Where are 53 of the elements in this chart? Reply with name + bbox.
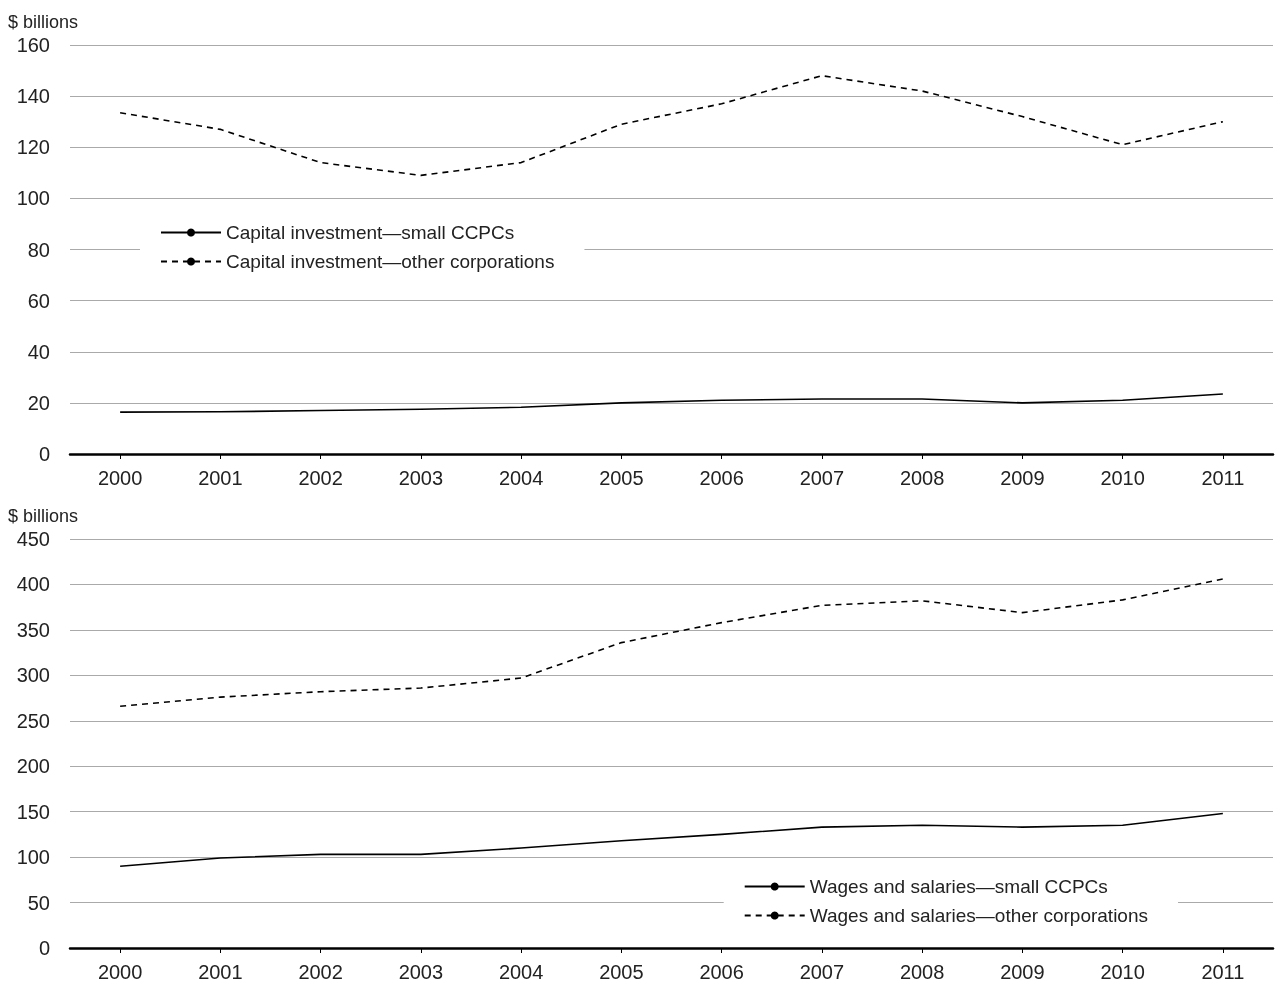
x-tick-label: 2011 [1201,467,1245,489]
y-tick-label: 100 [16,187,50,210]
x-tick-label: 2006 [699,467,744,489]
x-tick-label: 2004 [498,467,544,489]
y-tick-label: 60 [27,289,50,312]
x-tick-label: 2006 [699,961,744,983]
y-tick-label: 0 [38,443,50,465]
y-tick-label: 140 [16,85,50,108]
x-tick-label: 2011 [1201,961,1245,983]
x-tick-label: 2000 [97,467,143,489]
y-tick-label: 300 [16,664,50,687]
x-tick-label: 2008 [899,467,945,489]
y-tick-label: 40 [27,340,50,363]
line-series [119,393,1224,413]
legend-label: Wages and salaries—other corporations [809,905,1149,926]
x-tick-label: 2003 [398,467,444,489]
y-tick-label: 150 [16,800,50,823]
x-tick-label: 2004 [498,961,544,983]
x-tick-label: 2008 [899,961,945,983]
y-tick-label: 200 [16,755,50,778]
line-series [119,578,1224,708]
y-tick-label: 350 [16,618,50,641]
x-tick-label: 2000 [97,961,143,983]
x-tick-label: 2005 [599,467,644,489]
x-tick-label: 2005 [599,961,644,983]
x-tick-label: 2002 [298,961,343,983]
y-tick-label: 20 [27,391,50,414]
line-series [119,812,1224,867]
y-tick-label: 80 [27,238,50,261]
y-tick-label: 160 [16,34,50,56]
x-tick-label: 2009 [1000,961,1045,983]
y-tick-label: 50 [27,891,50,914]
y-tick-label: 250 [16,709,50,732]
x-tick-label: 2009 [1000,467,1045,489]
y-tick-label: 0 [38,937,50,959]
legend-label: Capital investment—other corporations [226,251,555,272]
y-axis-title: $ billions [8,506,79,526]
x-tick-label: 2010 [1100,467,1145,489]
x-tick-label: 2002 [298,467,343,489]
legend-label: Wages and salaries—small CCPCs [809,876,1108,897]
x-tick-label: 2001 [198,961,243,983]
legend-label: Capital investment—small CCPCs [226,222,515,243]
y-tick-label: 100 [16,846,50,869]
x-tick-label: 2010 [1100,961,1145,983]
x-tick-label: 2003 [398,961,444,983]
y-tick-label: 450 [16,528,50,550]
x-tick-label: 2001 [198,467,243,489]
y-tick-label: 120 [16,136,50,159]
x-tick-label: 2007 [799,961,845,983]
y-axis-title: $ billions [8,12,79,32]
line-series [119,74,1224,177]
y-tick-label: 400 [16,573,50,596]
x-tick-label: 2007 [799,467,845,489]
